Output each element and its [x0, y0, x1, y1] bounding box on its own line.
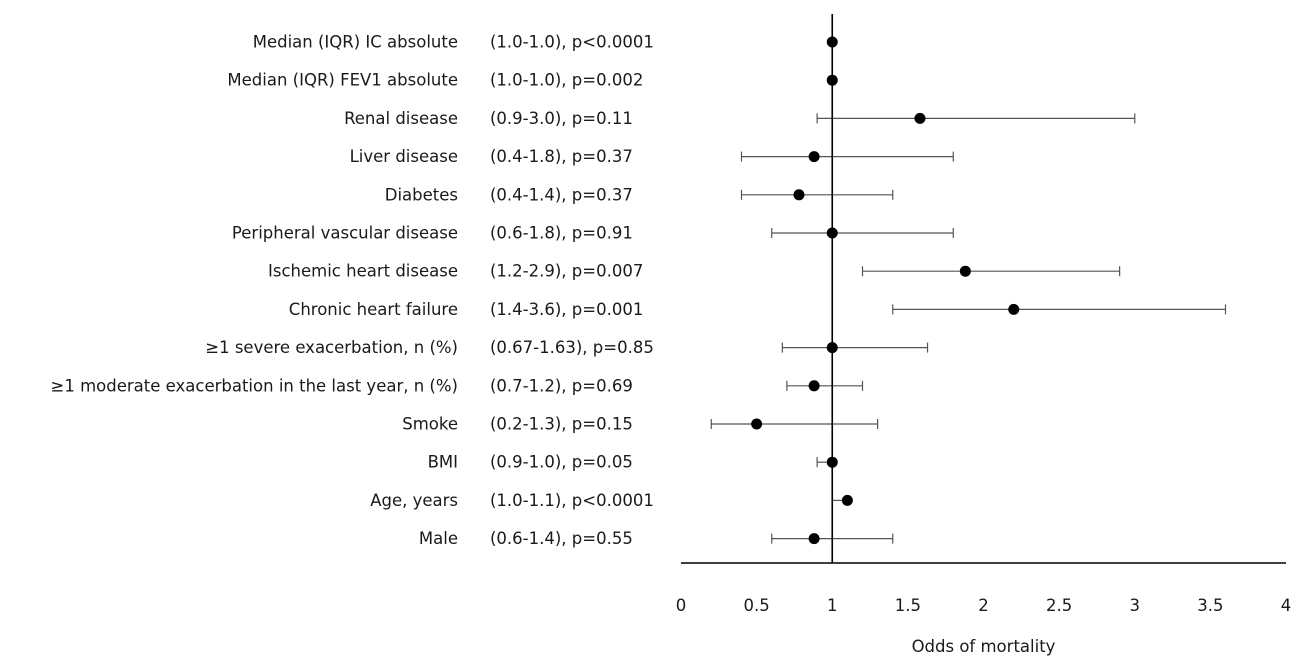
row-ci-text: (0.7-1.2), p=0.69 [490, 376, 633, 395]
forest-row: Ischemic heart disease (1.2-2.9), p=0.007 [268, 262, 1121, 281]
row-label: Liver disease [350, 147, 458, 166]
forest-row: ≥1 moderate exacerbation in the last yea… [51, 376, 864, 395]
row-label: Male [419, 529, 458, 548]
row-ci-text: (1.0-1.1), p<0.0001 [490, 491, 654, 510]
forest-row: ≥1 severe exacerbation, n (%) (0.67-1.63)… [205, 338, 929, 357]
row-ci-text: (0.67-1.63), p=0.85 [490, 338, 654, 357]
odds-ratio-point [808, 380, 820, 392]
forest-row: BMI (0.9-1.0), p=0.05 [428, 453, 838, 472]
row-ci-text: (0.6-1.4), p=0.55 [490, 529, 633, 548]
row-label: Chronic heart failure [289, 300, 458, 319]
plot-rows: Median (IQR) IC absolute (1.0-1.0), p<0.0… [51, 33, 1227, 548]
row-ci-text: (1.4-3.6), p=0.001 [490, 300, 643, 319]
odds-ratio-point [841, 494, 853, 506]
forest-row: Age, years (1.0-1.1), p<0.0001 [370, 491, 853, 510]
x-tick-label: 4 [1281, 596, 1291, 615]
odds-ratio-point [959, 265, 971, 277]
odds-ratio-point [1008, 303, 1020, 315]
forest-row: Chronic heart failure (1.4-3.6), p=0.001 [289, 300, 1227, 319]
row-ci-text: (0.9-1.0), p=0.05 [490, 453, 633, 472]
row-label: Smoke [402, 415, 458, 434]
forest-row: Peripheral vascular disease (0.6-1.8), p=… [232, 224, 954, 243]
odds-ratio-point [793, 189, 805, 201]
row-label: ≥1 moderate exacerbation in the last yea… [51, 376, 458, 395]
x-tick-label: 2.5 [1046, 596, 1072, 615]
x-tick-label: 1 [827, 596, 838, 615]
x-tick-label: 3 [1130, 596, 1141, 615]
x-axis-title: Odds of mortality [912, 637, 1056, 656]
x-tick-label: 0 [676, 596, 687, 615]
row-label: Renal disease [344, 109, 458, 128]
row-label: Median (IQR) FEV1 absolute [227, 71, 458, 90]
forest-row: Median (IQR) FEV1 absolute (1.0-1.0), p=0… [227, 71, 838, 90]
row-ci-text: (0.6-1.8), p=0.91 [490, 224, 633, 243]
odds-ratio-point [808, 151, 820, 163]
row-label: Median (IQR) IC absolute [253, 33, 458, 52]
forest-row: Median (IQR) IC absolute (1.0-1.0), p<0.0… [253, 33, 838, 52]
row-ci-text: (0.4-1.8), p=0.37 [490, 147, 633, 166]
row-ci-text: (0.4-1.4), p=0.37 [490, 185, 633, 204]
row-label: Age, years [370, 491, 458, 510]
odds-ratio-point [751, 418, 763, 430]
x-tick-label: 2 [978, 596, 989, 615]
row-ci-text: (1.2-2.9), p=0.007 [490, 262, 643, 281]
row-label: Ischemic heart disease [268, 262, 458, 281]
row-ci-text: (0.9-3.0), p=0.11 [490, 109, 633, 128]
row-label: ≥1 severe exacerbation, n (%) [205, 338, 458, 357]
forest-row: Renal disease (0.9-3.0), p=0.11 [344, 109, 1136, 128]
x-tick-label: 1.5 [895, 596, 921, 615]
x-tick-label: 0.5 [744, 596, 770, 615]
odds-ratio-point [914, 112, 926, 124]
x-axis-ticks: 0 0.5 1 1.5 2 2.5 3 3.5 4 [676, 596, 1291, 615]
row-label: Diabetes [385, 185, 458, 204]
odds-ratio-point [808, 533, 820, 545]
x-tick-label: 3.5 [1197, 596, 1223, 615]
row-ci-text: (1.0-1.0), p<0.0001 [490, 33, 654, 52]
row-label: Peripheral vascular disease [232, 224, 458, 243]
forest-row: Diabetes (0.4-1.4), p=0.37 [385, 185, 894, 204]
forest-row: Smoke (0.2-1.3), p=0.15 [402, 415, 879, 434]
row-ci-text: (0.2-1.3), p=0.15 [490, 415, 633, 434]
forest-row: Male (0.6-1.4), p=0.55 [419, 529, 894, 548]
row-label: BMI [428, 453, 458, 472]
forest-row: Liver disease (0.4-1.8), p=0.37 [350, 147, 954, 166]
row-ci-text: (1.0-1.0), p=0.002 [490, 71, 643, 90]
